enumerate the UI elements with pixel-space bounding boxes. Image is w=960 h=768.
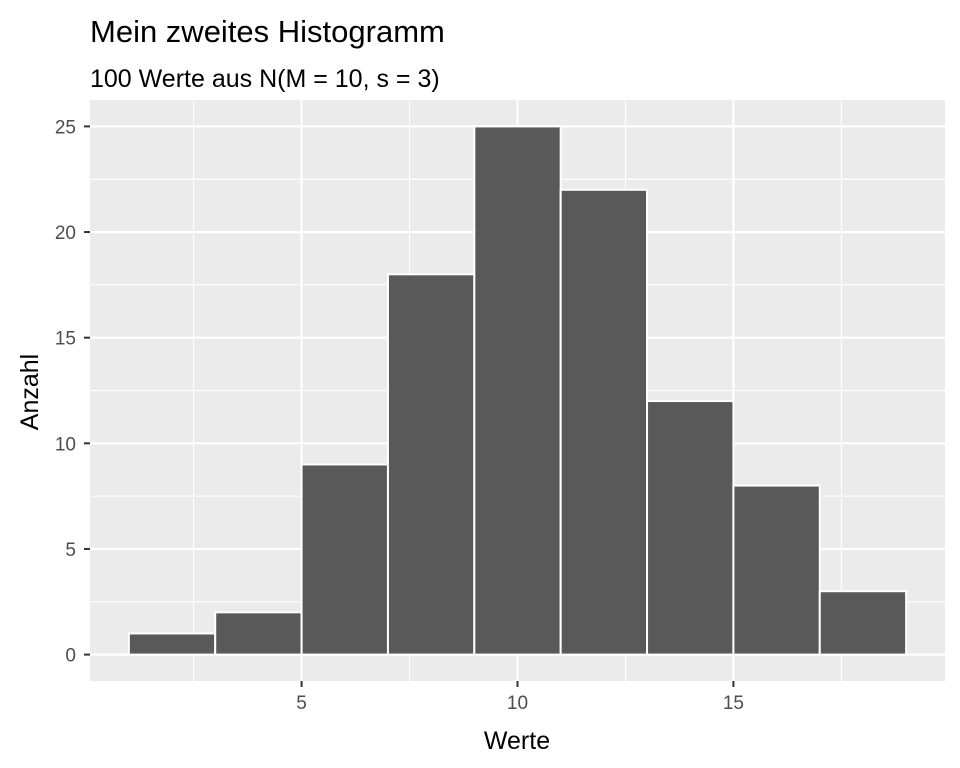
x-tick-label: 10 (507, 693, 528, 714)
chart-subtitle: 100 Werte aus N(M = 10, s = 3) (90, 65, 440, 93)
histogram-bar (386, 273, 476, 656)
y-tick-label: 20 (55, 223, 76, 244)
histogram-bar (127, 632, 217, 656)
histogram-bar (732, 484, 821, 656)
y-tick-label: 15 (55, 329, 76, 350)
x-tick-label: 5 (296, 693, 307, 714)
x-axis: 5 10 15 (296, 681, 744, 714)
histogram-bar (818, 590, 908, 656)
x-axis-title: Werte (484, 727, 550, 755)
histogram-bars (127, 125, 908, 656)
y-axis-title: Anzahl (16, 354, 44, 430)
y-tick-label: 10 (55, 434, 76, 455)
x-tick-label: 15 (723, 693, 744, 714)
y-tick-label: 25 (55, 117, 76, 138)
histogram-bar (559, 188, 649, 656)
histogram-bar (473, 125, 562, 656)
histogram-bar (214, 611, 303, 656)
y-axis: 0 5 10 15 20 25 (55, 117, 90, 667)
chart-title: Mein zweites Histogramm (90, 14, 445, 49)
histogram-bar (300, 463, 389, 656)
histogram-bar (646, 400, 735, 656)
y-tick-label: 5 (65, 540, 76, 561)
y-tick-label: 0 (65, 646, 76, 667)
